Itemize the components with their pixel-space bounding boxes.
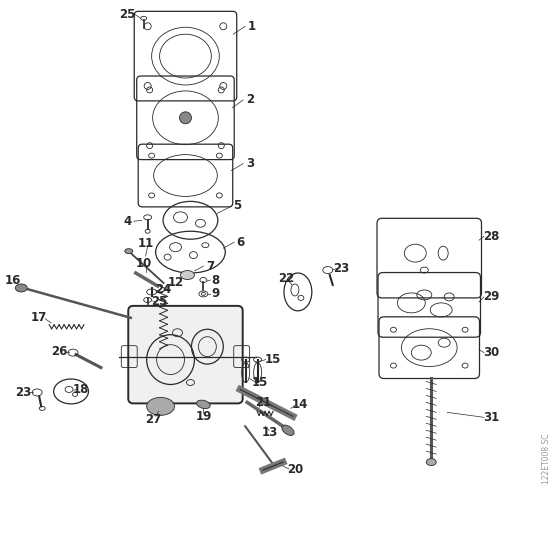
Text: 31: 31 [483,411,499,424]
Text: 26: 26 [51,345,67,358]
Text: 27: 27 [146,413,162,426]
Text: 23: 23 [15,386,31,399]
Ellipse shape [426,459,436,465]
Text: 29: 29 [483,291,499,304]
Text: 8: 8 [211,273,220,287]
Text: 30: 30 [483,346,499,359]
Text: 24: 24 [155,283,172,296]
Ellipse shape [125,249,133,254]
Text: 17: 17 [31,311,48,324]
Text: 11: 11 [138,237,154,250]
Text: 25: 25 [120,8,136,21]
Ellipse shape [180,270,194,279]
Text: 15: 15 [251,376,268,389]
Text: 9: 9 [211,287,220,300]
FancyBboxPatch shape [128,306,242,403]
Text: 19: 19 [195,410,212,423]
Text: 18: 18 [73,383,89,396]
Text: 7: 7 [206,260,214,273]
Text: 2: 2 [246,94,254,106]
Text: 14: 14 [292,398,308,411]
Text: 20: 20 [287,463,303,475]
Text: 16: 16 [5,273,21,287]
Text: 3: 3 [246,157,254,170]
Text: 6: 6 [236,236,244,249]
Text: 13: 13 [262,426,278,438]
Text: 4: 4 [124,215,132,228]
Text: 23: 23 [334,262,350,274]
Ellipse shape [147,398,175,416]
Text: 22: 22 [278,272,294,284]
Text: 5: 5 [233,199,241,212]
Ellipse shape [197,400,210,409]
Text: 10: 10 [136,256,152,269]
Text: 25: 25 [151,295,168,309]
Text: 1: 1 [248,20,256,33]
Text: 12: 12 [167,277,184,290]
Text: 122ET008 SC: 122ET008 SC [542,434,551,484]
Text: 21: 21 [255,396,271,409]
Ellipse shape [180,112,192,124]
Text: 15: 15 [264,353,281,366]
Ellipse shape [15,284,27,292]
Ellipse shape [282,425,294,436]
Text: 28: 28 [483,230,499,242]
